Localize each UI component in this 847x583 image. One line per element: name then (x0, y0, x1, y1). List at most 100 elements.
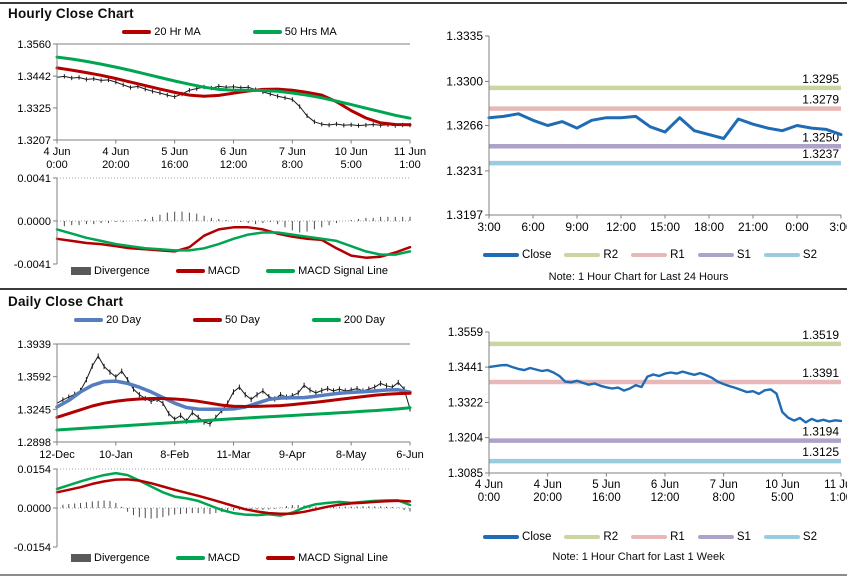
legend-label: Close (522, 249, 552, 261)
svg-text:-0.0041: -0.0041 (14, 259, 51, 271)
legend-item: Close (483, 531, 551, 543)
legend-item: Divergence (71, 552, 150, 564)
legend-item: R2 (564, 531, 618, 543)
line-swatch-icon (266, 269, 296, 273)
svg-text:3:00: 3:00 (477, 220, 501, 234)
svg-text:8-May: 8-May (336, 449, 367, 461)
legend-label: 20 Day (106, 314, 141, 326)
line-swatch-icon (74, 318, 104, 322)
legend-item: R1 (631, 249, 685, 261)
svg-text:12-Dec: 12-Dec (39, 449, 75, 461)
hourly-macd-legend: Divergence MACD MACD Signal Line (57, 265, 402, 277)
legend-label: 50 Hrs MA (284, 26, 337, 38)
legend-item: R2 (564, 249, 618, 261)
svg-text:1.3442: 1.3442 (17, 71, 51, 83)
svg-text:1.3207: 1.3207 (17, 135, 51, 147)
svg-text:8:00: 8:00 (282, 159, 303, 171)
legend-label: S2 (802, 249, 817, 261)
daily-price-legend: 20 Day 50 Day 200 Day (57, 314, 402, 326)
legend-item: MACD (175, 552, 241, 564)
section-divider (0, 288, 847, 290)
svg-text:0.0000: 0.0000 (17, 503, 51, 515)
svg-text:3:00: 3:00 (829, 220, 847, 234)
legend-label: 20 Hr MA (154, 26, 201, 38)
line-swatch-icon (763, 253, 800, 257)
svg-text:21:00: 21:00 (738, 220, 768, 234)
svg-text:0:00: 0:00 (785, 220, 809, 234)
svg-text:16:00: 16:00 (592, 492, 621, 504)
svg-text:1.3245: 1.3245 (17, 404, 51, 416)
svg-text:10 Jun: 10 Jun (335, 146, 368, 158)
svg-text:20:00: 20:00 (533, 492, 562, 504)
svg-text:1.3085: 1.3085 (448, 468, 483, 480)
svg-text:8:00: 8:00 (712, 492, 734, 504)
svg-text:4 Jun: 4 Jun (44, 146, 71, 158)
svg-text:20:00: 20:00 (102, 159, 130, 171)
svg-text:1.3322: 1.3322 (448, 398, 483, 410)
hourly-pivot-chart: 1.3295 1.3279 1.3250 1.3237 1.3335 1.3300 1.32… (446, 29, 847, 234)
svg-text:1.3592: 1.3592 (17, 372, 51, 384)
legend-label: Divergence (94, 552, 150, 564)
svg-text:1:00: 1:00 (399, 159, 420, 171)
line-swatch-icon (631, 535, 668, 539)
svg-text:0:00: 0:00 (478, 492, 500, 504)
hourly-price-legend: 20 Hr MA 50 Hrs MA (57, 26, 402, 38)
divergence-swatch-icon (71, 554, 92, 562)
line-swatch-icon (175, 269, 205, 273)
line-swatch-icon (564, 535, 601, 539)
legend-item: Close (483, 249, 551, 261)
svg-text:1.3325: 1.3325 (17, 103, 51, 115)
svg-text:1.3197: 1.3197 (446, 208, 483, 222)
line-swatch-icon (483, 253, 520, 257)
svg-text:4 Jun: 4 Jun (102, 146, 129, 158)
line-swatch-icon (175, 556, 205, 560)
legend-label: S1 (736, 249, 751, 261)
svg-text:1.3391: 1.3391 (802, 366, 839, 380)
legend-label: 200 Day (343, 314, 385, 326)
svg-text:1.3560: 1.3560 (17, 39, 51, 51)
line-swatch-icon (193, 318, 222, 322)
svg-text:6 Jun: 6 Jun (220, 146, 247, 158)
svg-text:9-Apr: 9-Apr (279, 449, 306, 461)
legend-item: MACD (175, 265, 241, 277)
svg-text:-0.0154: -0.0154 (14, 542, 51, 554)
svg-text:0:00: 0:00 (46, 159, 67, 171)
svg-text:1.3204: 1.3204 (448, 433, 484, 445)
legend-label: 50 Day (225, 314, 260, 326)
svg-text:6 Jun: 6 Jun (651, 479, 679, 491)
svg-text:4 Jun: 4 Jun (475, 479, 503, 491)
daily-macd-legend: Divergence MACD MACD Signal Line (57, 552, 402, 564)
svg-text:1.3250: 1.3250 (802, 130, 839, 144)
svg-text:0.0000: 0.0000 (17, 216, 51, 228)
legend-label: MACD Signal Line (298, 265, 388, 277)
svg-text:1:00: 1:00 (830, 492, 847, 504)
legend-label: R1 (670, 531, 685, 543)
line-swatch-icon (631, 253, 668, 257)
legend-label: MACD (207, 552, 241, 564)
svg-text:1.3279: 1.3279 (802, 93, 839, 107)
svg-text:7 Jun: 7 Jun (710, 479, 738, 491)
bottom-divider (0, 574, 847, 576)
line-swatch-icon (266, 556, 296, 560)
svg-text:11-Mar: 11-Mar (216, 449, 250, 461)
legend-label: MACD (207, 265, 241, 277)
line-swatch-icon (697, 253, 734, 257)
svg-text:10-Jan: 10-Jan (99, 449, 133, 461)
svg-text:1.3559: 1.3559 (448, 327, 483, 339)
svg-text:9:00: 9:00 (565, 220, 589, 234)
weekly-pivot-chart: 1.3519 1.3391 1.3194 1.3125 1.3559 1.3441 1.33… (448, 327, 847, 504)
legend-label: Close (522, 531, 552, 543)
hourly-pivot-note: Note: 1 Hour Chart for Last 24 Hours (548, 271, 729, 283)
daily-macd-chart: 0.0154 0.0000 -0.0154 (14, 464, 412, 554)
legend-item: S1 (697, 249, 751, 261)
svg-text:7 Jun: 7 Jun (279, 146, 306, 158)
legend-item: Divergence (71, 265, 150, 277)
line-swatch-icon (122, 30, 152, 34)
legend-item: R1 (631, 531, 685, 543)
svg-text:1.3300: 1.3300 (446, 74, 483, 88)
svg-text:6-Jun: 6-Jun (396, 449, 424, 461)
legend-label: S2 (802, 531, 817, 543)
